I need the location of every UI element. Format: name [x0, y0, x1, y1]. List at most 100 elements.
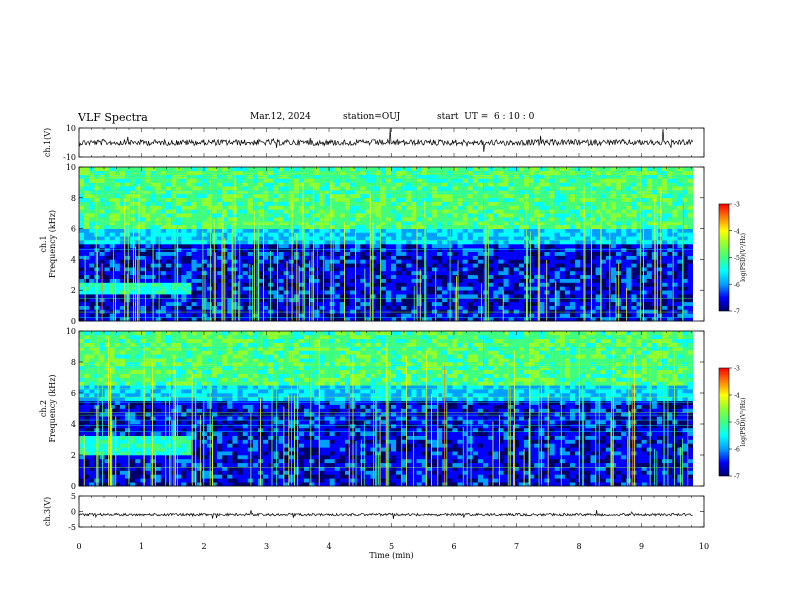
spectrogram-cell [350, 301, 356, 306]
spectrogram-cell [401, 251, 407, 256]
spectrogram-cell [498, 193, 504, 199]
spectrogram-cell [483, 174, 489, 179]
spectrogram-cell [109, 270, 116, 276]
spectrogram-cell [682, 190, 688, 195]
spectrogram-cell [442, 247, 448, 252]
spectrogram-cell [380, 186, 387, 191]
spectrogram-cell [442, 174, 448, 179]
spectrogram-cell [406, 267, 412, 272]
spectrogram-cell [503, 313, 509, 318]
spectrogram-cell [488, 240, 494, 245]
spectrogram-cell [345, 267, 351, 272]
spectrogram-cell [247, 274, 254, 279]
spectrogram-cell [549, 290, 555, 295]
spectrogram-cell [380, 244, 387, 249]
spectrogram-cell [385, 205, 392, 210]
spectrogram-cell [605, 290, 612, 295]
spectrogram-cell [196, 263, 202, 268]
spectrogram-cell [319, 240, 325, 245]
spectrogram-cell [600, 205, 607, 210]
spectrogram-cell [355, 309, 361, 314]
spectrogram-cell [416, 193, 422, 199]
spectrogram-cell [252, 232, 259, 237]
spectrogram-cell [298, 240, 305, 245]
spectrogram-cell [646, 247, 653, 252]
spectrogram-cell [79, 205, 85, 210]
spectrogram-cell [590, 317, 596, 322]
spectrogram-cell [416, 186, 422, 191]
spectrogram-cell [488, 217, 494, 222]
spectrogram-cell [109, 309, 116, 314]
spectrogram-cell [94, 167, 100, 172]
spectrogram-cell [350, 270, 356, 276]
spectrogram-cell [380, 282, 387, 287]
spectrogram-cell [580, 274, 586, 279]
spectrogram-cell [477, 209, 484, 214]
spectrogram-cell [559, 301, 566, 306]
spectrogram-cell [406, 247, 412, 252]
spectrogram-cell [339, 197, 346, 202]
spectrogram-cell [437, 170, 443, 175]
spectrogram-cell [585, 224, 591, 229]
spectrogram-cell [385, 259, 392, 264]
spectrogram-cell [171, 294, 177, 299]
spectrogram-cell [672, 251, 678, 256]
spectrogram-cell [549, 278, 555, 283]
spectrogram-cell [125, 244, 131, 249]
spectrogram-cell [595, 224, 601, 229]
spectrogram-cell [600, 209, 607, 214]
spectrogram-cell [559, 240, 566, 245]
spectrogram-cell [610, 178, 617, 183]
spectrogram-cell [89, 178, 95, 183]
spectrogram-cell [304, 167, 310, 172]
spectrogram-cell [355, 255, 361, 260]
spectrogram-cell [293, 178, 300, 183]
spectrogram-cell [610, 213, 617, 218]
spectrogram-cell [380, 197, 387, 202]
spectrogram-cell [94, 309, 100, 314]
spectrogram-cell [636, 278, 642, 283]
spectrogram-cell [477, 224, 484, 229]
spectrogram-cell [411, 244, 417, 249]
spectrogram-cell [360, 224, 366, 229]
spectrogram-cell [334, 167, 341, 172]
spectrogram-cell [268, 182, 274, 187]
spectrogram-cell [616, 193, 622, 199]
spectrogram-cell [462, 317, 468, 322]
spectrogram-cell [590, 213, 596, 218]
spectrogram-cell [549, 228, 555, 233]
spectrogram-cell [687, 309, 693, 314]
spectrogram-cell [616, 244, 622, 249]
spectrogram-cell [293, 209, 300, 214]
spectrogram-cell [437, 290, 443, 295]
spectrogram-cell [165, 259, 172, 264]
spectrogram-cell [646, 282, 653, 287]
spectrogram-cell [467, 263, 474, 268]
spectrogram-cell [416, 313, 422, 318]
spectrogram-cell [498, 301, 504, 306]
spectrogram-cell [99, 259, 105, 264]
spectrogram-cell [135, 167, 141, 172]
spectrogram-cell [155, 193, 162, 199]
spectrogram-cell [631, 213, 637, 218]
spectrogram-cell [217, 170, 223, 175]
spectrogram-cell [667, 297, 673, 303]
spectrogram-cell [462, 182, 468, 187]
spectrogram-cell [99, 240, 105, 245]
spectrogram-cell [375, 282, 381, 287]
spectrogram-cell [559, 317, 566, 322]
spectrogram-cell [375, 174, 381, 179]
spectrogram-cell [298, 251, 305, 256]
spectrogram-cell [539, 213, 545, 218]
spectrogram-cell [672, 197, 678, 202]
spectrogram-cell [610, 267, 617, 272]
spectrogram-cell [242, 267, 249, 272]
spectrogram-cell [391, 301, 397, 306]
spectrogram-cell [268, 228, 274, 233]
spectrogram-cell [662, 244, 668, 249]
spectrogram-cell [104, 232, 110, 237]
spectrogram-cell [298, 305, 305, 310]
spectrogram-cell [626, 209, 632, 214]
spectrogram-cell [171, 213, 177, 218]
spectrogram-cell [206, 236, 213, 241]
